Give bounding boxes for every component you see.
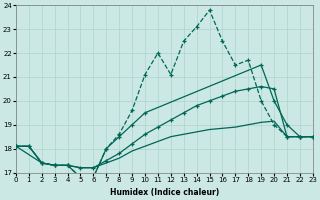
X-axis label: Humidex (Indice chaleur): Humidex (Indice chaleur): [110, 188, 219, 197]
